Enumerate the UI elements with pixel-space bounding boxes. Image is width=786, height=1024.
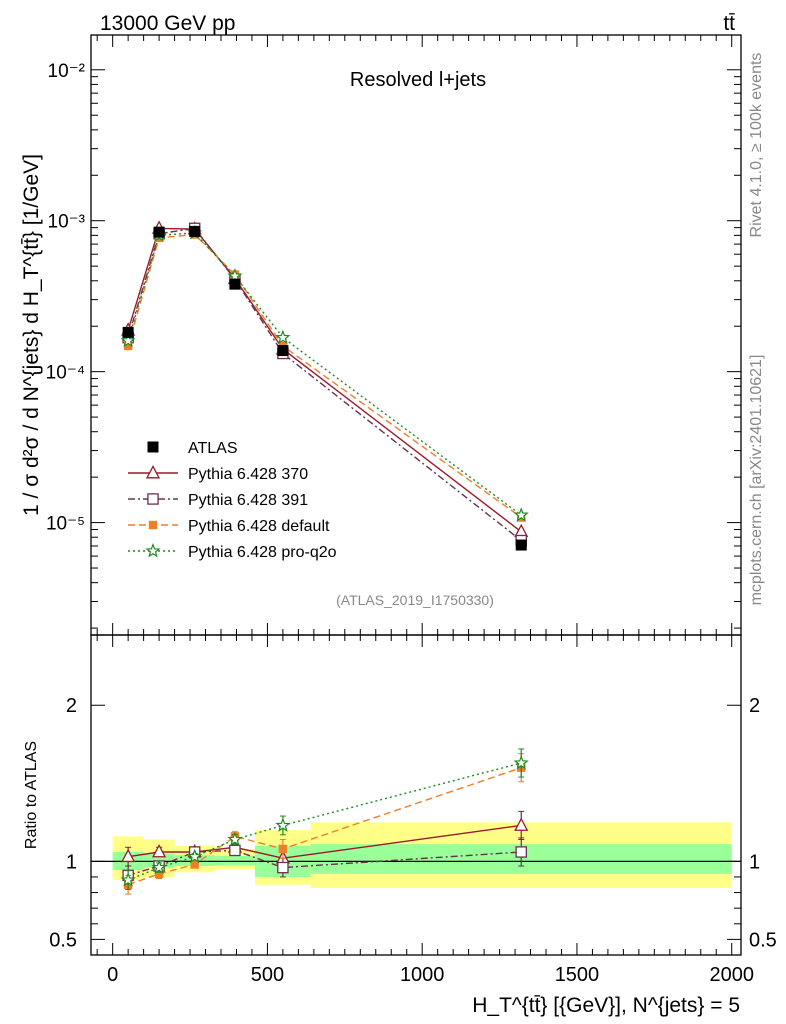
ratio-y-tick-label-right: 2 [749,695,760,717]
x-tick-label: 1500 [555,964,600,986]
atlas-data-point [189,225,201,237]
series-3-ratio-point [275,817,291,832]
series-0-line [127,227,522,533]
series-3-ratio-point [120,872,136,887]
series-1-ratio-point [229,844,241,857]
legend-label: ATLAS [188,440,238,457]
series-0-point [514,523,529,538]
header-process-label: tt̄ [723,12,735,35]
x-tick-label: 500 [251,964,284,986]
legend-label: Pythia 6.428 391 [188,492,308,509]
atlas-data-point [229,278,241,290]
series-2-point [123,341,133,351]
series-3-point [120,332,136,348]
x-tick-label: 0 [107,964,118,986]
x-axis-label: H_T^{tt̄} [{GeV}], N^{jets} = 5 [472,994,740,1017]
series-0-ratio-point [152,843,167,858]
rivet-version-label: Rivet 4.1.0, ≥ 100k events [748,53,765,238]
ratio-band-inner [214,855,256,866]
legend: ATLAS Pythia 6.428 370 Pythia 6.428 391 Pyt… [128,440,337,561]
y-axis-label: 1 / σ d²σ / d N^{jets} d H_T^{tt̄} [1/Ge… [20,154,43,516]
ratio-y-tick-label: 1 [66,851,77,873]
main-panel: 10⁻⁵ 10⁻⁴ 10⁻³ 10⁻² Resolved l+jets (ATLAS_… [20,34,742,636]
ratio-panel: 0 500 1000 1500 2000 0.5 0.5 1 1 2 2 Ratio to ATLA… [23,634,777,986]
y-tick-label: 10⁻⁴ [46,363,85,384]
mcplots-label: mcplots.cern.ch [arXiv:2401.10621] [748,355,765,606]
ratio-y-tick-label-right: 0.5 [749,929,777,951]
legend-label: Pythia 6.428 370 [188,466,308,483]
legend-marker [145,543,161,558]
series-3-ratio-point [227,831,243,846]
ratio-y-tick-label: 0.5 [49,929,77,951]
series-2-ratio-point [278,844,288,854]
series-0-ratio-point [121,848,136,863]
series-2-ratio-point [190,860,199,869]
analysis-id: (ATLAS_2019_I1750330) [336,592,494,608]
series-3-ratio-point [187,848,203,864]
ratio-y-tick-label-right: 1 [749,851,760,873]
atlas-data-point [153,226,165,238]
atlas-data-point [277,345,289,357]
legend-label: Pythia 6.428 pro-q2o [188,544,337,561]
series-1-ratio-point [277,861,289,874]
legend-marker [147,441,159,453]
legend-marker [147,493,159,505]
series-2-ratio-point [154,869,164,879]
series-3-point [513,507,529,522]
legend-label: Pythia 6.428 default [188,518,330,535]
series-3-ratio-point [513,755,529,770]
ratio-y-tick-label: 2 [66,695,77,717]
ratio-y-axis-label: Ratio to ATLAS [23,741,40,849]
series-3-ratio-line [127,762,522,881]
series-1-ratio-point [515,846,527,858]
y-tick-label: 10⁻³ [48,212,86,233]
legend-marker [145,465,161,479]
y-tick-label: 10⁻² [48,61,86,82]
chart-title: Resolved l+jets [350,69,486,91]
series-3-point [275,329,291,345]
header-energy-label: 13000 GeV pp [100,12,235,35]
x-tick-label: 1000 [400,964,445,986]
atlas-data-point [515,539,527,551]
series-2-ratio-line [127,767,522,886]
x-tick-label: 2000 [709,964,754,986]
series-3-line [127,232,522,516]
series-0-ratio-point [514,817,529,831]
series-3-ratio-point [151,859,167,875]
legend-marker [148,520,158,530]
y-tick-label: 10⁻⁵ [46,514,85,535]
atlas-data-point [122,326,134,338]
ratio-frame [90,634,742,956]
